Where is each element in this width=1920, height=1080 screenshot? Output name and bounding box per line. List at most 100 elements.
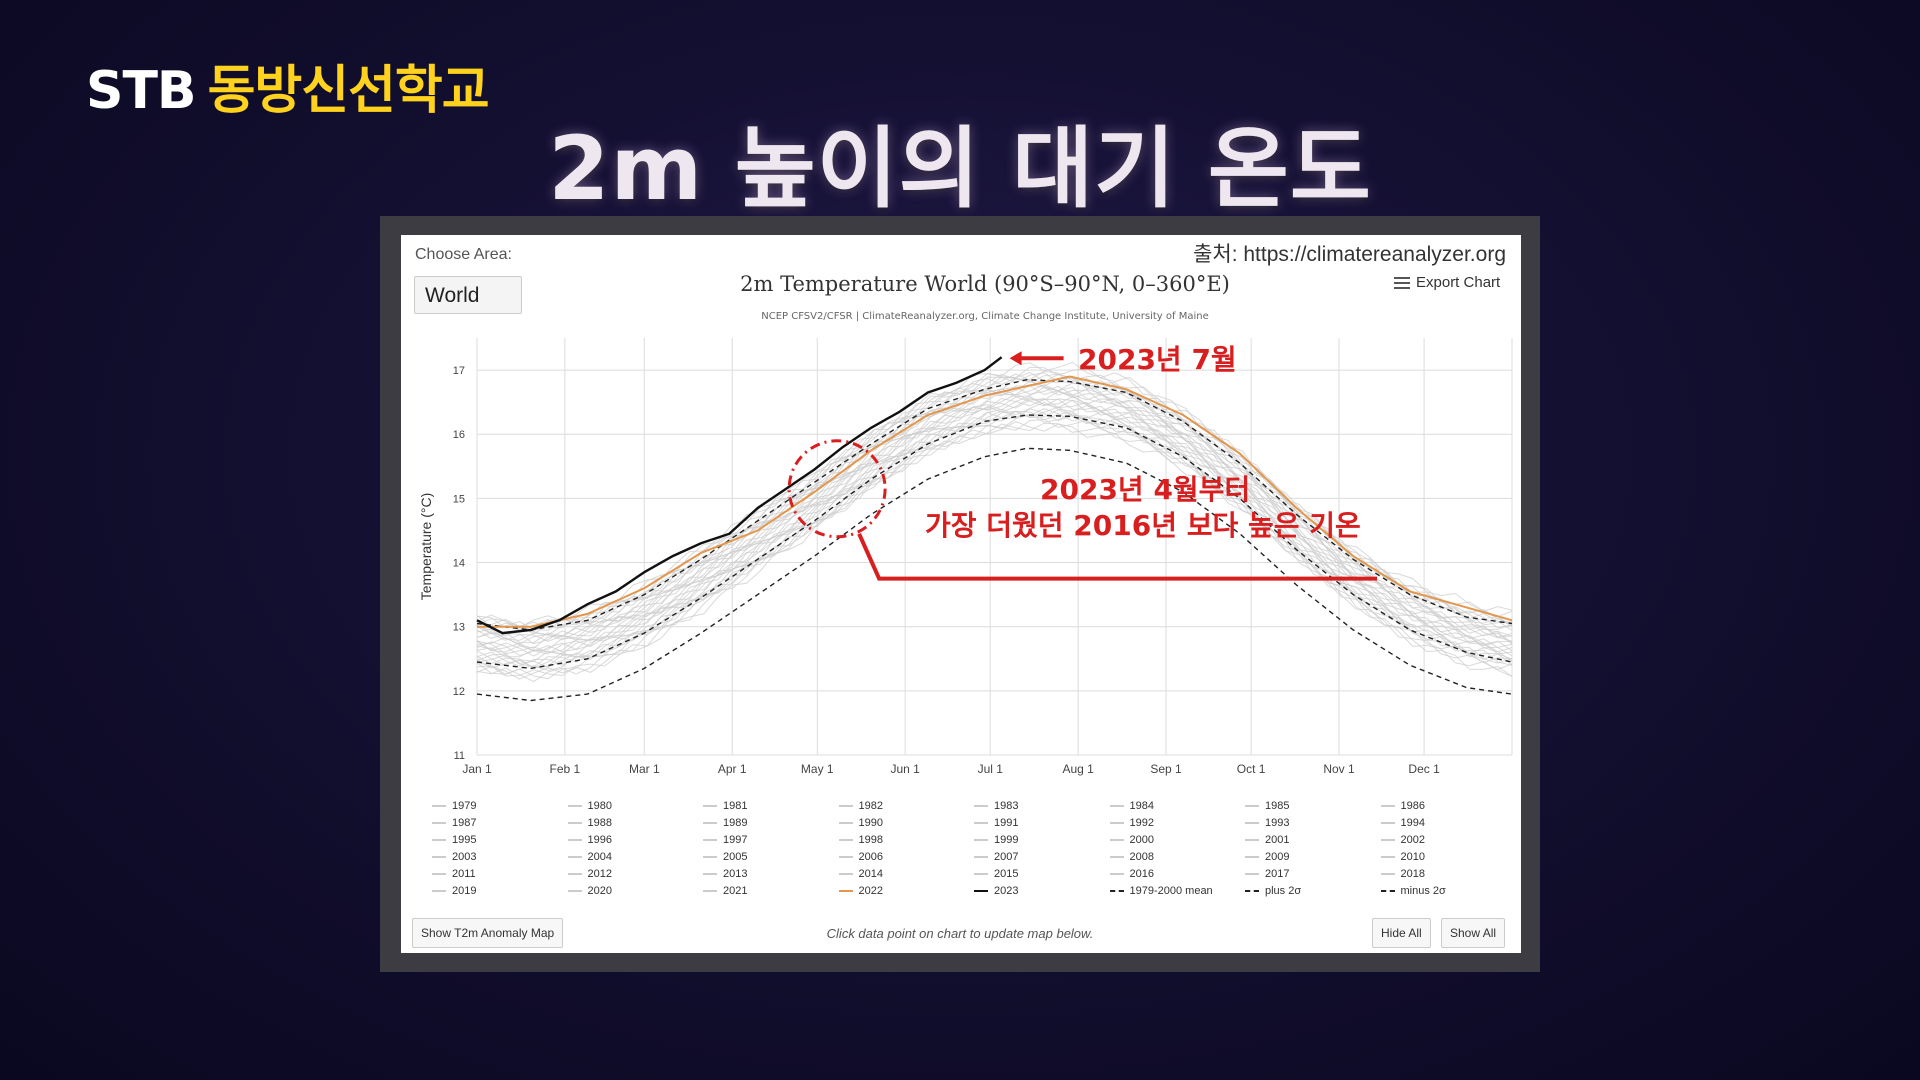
- legend-item[interactable]: 1979: [432, 798, 568, 814]
- legend-label: 2016: [1129, 868, 1154, 880]
- hide-all-button[interactable]: Hide All: [1372, 918, 1431, 948]
- past-year-line: [476, 361, 1513, 628]
- legend-item[interactable]: 2003: [432, 849, 568, 865]
- legend-item[interactable]: 2015: [974, 866, 1110, 882]
- legend-label: 1998: [858, 834, 883, 846]
- legend-swatch: [703, 873, 717, 876]
- legend-item[interactable]: 2002: [1380, 832, 1517, 848]
- legend-item[interactable]: minus 2σ: [1380, 883, 1517, 899]
- legend-item[interactable]: 1982: [838, 798, 975, 814]
- legend-item[interactable]: 2000: [1109, 832, 1246, 848]
- chart-credits: NCEP CFSV2/CFSR | ClimateReanalyzer.org,…: [761, 311, 1209, 322]
- legend-swatch: [432, 805, 446, 808]
- legend-item[interactable]: 1999: [974, 832, 1110, 848]
- past-year-line: [476, 418, 1513, 683]
- legend-item[interactable]: 1990: [838, 815, 975, 831]
- legend-label: 1993: [1265, 817, 1290, 829]
- legend-item[interactable]: 2010: [1380, 849, 1517, 865]
- legend-label: 1997: [723, 834, 748, 846]
- export-chart-button[interactable]: Export Chart: [1394, 274, 1500, 292]
- legend-item[interactable]: 2020: [567, 883, 704, 899]
- legend-item[interactable]: 2005: [703, 849, 839, 865]
- legend-item[interactable]: 1995: [432, 832, 568, 848]
- legend-item[interactable]: 1993: [1245, 815, 1381, 831]
- legend-item[interactable]: 1997: [703, 832, 839, 848]
- legend-swatch: [1109, 890, 1124, 893]
- legend-swatch: [974, 873, 988, 876]
- legend-item[interactable]: 1988: [567, 815, 704, 831]
- legend-swatch: [1245, 822, 1259, 825]
- legend-label: 1995: [452, 834, 477, 846]
- legend-label: 1990: [858, 817, 883, 829]
- legend-item[interactable]: 2013: [703, 866, 839, 882]
- legend-label: 2011: [452, 868, 476, 880]
- legend-item[interactable]: 1996: [567, 832, 704, 848]
- legend-item[interactable]: 2019: [432, 883, 568, 899]
- legend-item[interactable]: 1983: [974, 798, 1110, 814]
- legend-item[interactable]: 2011: [432, 866, 568, 882]
- legend-item[interactable]: 2007: [974, 849, 1110, 865]
- legend-item[interactable]: 1989: [703, 815, 839, 831]
- legend-label: 2007: [994, 851, 1019, 863]
- legend-item[interactable]: 2006: [838, 849, 975, 865]
- legend-label: 1981: [723, 800, 748, 812]
- legend-item[interactable]: 2016: [1109, 866, 1246, 882]
- legend-swatch: [1380, 873, 1395, 876]
- legend-item[interactable]: 1985: [1245, 798, 1381, 814]
- legend-label: 2015: [994, 868, 1019, 880]
- brand-school-name: 동방신선학교: [207, 61, 490, 121]
- legend-item[interactable]: 2008: [1109, 849, 1246, 865]
- legend-item[interactable]: 2017: [1245, 866, 1381, 882]
- show-all-button[interactable]: Show All: [1441, 918, 1506, 948]
- legend-swatch: [1109, 839, 1124, 842]
- legend-label: 2017: [1265, 868, 1290, 880]
- legend-item[interactable]: 1981: [703, 798, 839, 814]
- legend-item[interactable]: 1984: [1109, 798, 1246, 814]
- legend-item[interactable]: 2014: [838, 866, 975, 882]
- legend-label: 2014: [858, 868, 883, 880]
- legend-swatch: [838, 805, 853, 808]
- past-year-line: [476, 409, 1513, 675]
- legend-swatch: [1109, 873, 1124, 876]
- temperature-chart[interactable]: 11 12 13 14 15 16 17 Jan 1 Feb 1 Mar 1 Apr 1 May 1 J…: [401, 235, 1521, 953]
- legend-swatch: [974, 839, 988, 842]
- legend-item[interactable]: 2022: [838, 883, 975, 899]
- legend-label: 2009: [1265, 851, 1290, 863]
- legend-swatch: [1380, 839, 1395, 842]
- legend-swatch: [1380, 822, 1395, 825]
- legend-item[interactable]: 2004: [567, 849, 704, 865]
- legend-label: 2010: [1400, 851, 1425, 863]
- legend-label: plus 2σ: [1265, 885, 1302, 897]
- legend-item[interactable]: 2018: [1380, 866, 1517, 882]
- legend-item[interactable]: plus 2σ: [1245, 883, 1381, 899]
- legend-item[interactable]: 2012: [567, 866, 704, 882]
- area-select[interactable]: World: [414, 276, 522, 314]
- legend-item[interactable]: 1992: [1109, 815, 1246, 831]
- y-tick-label: 14: [453, 558, 465, 570]
- legend-item[interactable]: 1980: [567, 798, 704, 814]
- legend-swatch: [1245, 805, 1259, 808]
- legend-item[interactable]: 2023: [974, 883, 1110, 899]
- legend-label: 1986: [1400, 800, 1425, 812]
- legend-label: 1999: [994, 834, 1019, 846]
- legend-swatch: [567, 839, 582, 842]
- series-line-plus-2-: [476, 378, 1513, 631]
- x-tick-label: Jul 1: [978, 762, 1004, 776]
- legend-item[interactable]: 2021: [703, 883, 839, 899]
- legend-item[interactable]: 1998: [838, 832, 975, 848]
- x-tick-label: Jun 1: [890, 762, 920, 776]
- show-anomaly-map-button[interactable]: Show T2m Anomaly Map: [412, 918, 564, 948]
- legend-item[interactable]: 2009: [1245, 849, 1381, 865]
- legend-item[interactable]: 1986: [1380, 798, 1517, 814]
- legend-item[interactable]: 1991: [974, 815, 1110, 831]
- legend-label: 1994: [1400, 817, 1425, 829]
- choose-area-label: Choose Area:: [415, 246, 512, 263]
- y-tick-label: 15: [453, 493, 465, 505]
- legend-item[interactable]: 1979-2000 mean: [1109, 883, 1246, 899]
- legend-swatch: [974, 822, 988, 825]
- highlight-circle: [787, 439, 887, 539]
- legend-item[interactable]: 2001: [1245, 832, 1381, 848]
- legend-item[interactable]: 1987: [432, 815, 568, 831]
- legend-item[interactable]: 1994: [1380, 815, 1517, 831]
- x-tick-label: Feb 1: [550, 762, 581, 776]
